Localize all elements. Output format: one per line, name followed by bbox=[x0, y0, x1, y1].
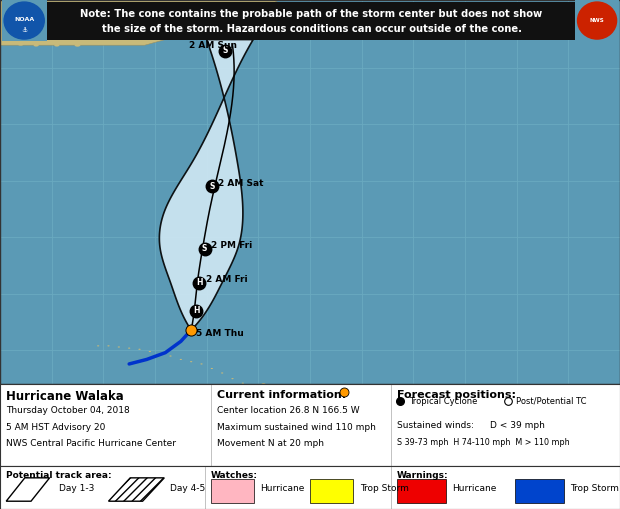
Polygon shape bbox=[159, 40, 253, 330]
Text: Note: The cone contains the probable path of the storm center but does not show
: Note: The cone contains the probable pat… bbox=[81, 9, 542, 34]
Text: 2 PM Fri: 2 PM Fri bbox=[211, 241, 252, 250]
Text: Forecast positions:: Forecast positions: bbox=[397, 390, 516, 400]
Ellipse shape bbox=[177, 22, 185, 26]
Text: S: S bbox=[202, 244, 207, 253]
Ellipse shape bbox=[136, 35, 143, 38]
FancyBboxPatch shape bbox=[211, 478, 254, 502]
Ellipse shape bbox=[290, 397, 295, 400]
Text: 2 AM Sat: 2 AM Sat bbox=[218, 179, 264, 188]
Ellipse shape bbox=[180, 359, 182, 360]
Ellipse shape bbox=[95, 41, 101, 44]
Text: Maximum sustained wind 110 mph: Maximum sustained wind 110 mph bbox=[217, 422, 376, 432]
Polygon shape bbox=[108, 478, 164, 501]
Ellipse shape bbox=[156, 27, 164, 32]
Ellipse shape bbox=[118, 347, 120, 348]
Text: S 39-73 mph  H 74-110 mph  M > 110 mph: S 39-73 mph H 74-110 mph M > 110 mph bbox=[397, 438, 569, 447]
FancyBboxPatch shape bbox=[515, 478, 564, 502]
Text: Trop Storm: Trop Storm bbox=[570, 484, 619, 493]
Ellipse shape bbox=[116, 38, 122, 41]
Ellipse shape bbox=[107, 345, 110, 347]
Circle shape bbox=[578, 2, 616, 39]
Ellipse shape bbox=[190, 361, 192, 362]
Ellipse shape bbox=[299, 409, 311, 416]
Ellipse shape bbox=[211, 368, 213, 369]
Ellipse shape bbox=[149, 351, 151, 352]
Text: Day 1-3: Day 1-3 bbox=[59, 484, 94, 493]
FancyBboxPatch shape bbox=[397, 478, 446, 502]
Text: H: H bbox=[196, 278, 203, 287]
Text: Day 4-5: Day 4-5 bbox=[170, 484, 206, 493]
Text: Post/Potential TC: Post/Potential TC bbox=[516, 397, 587, 406]
Ellipse shape bbox=[159, 353, 161, 354]
Text: Movement N at 20 mph: Movement N at 20 mph bbox=[217, 439, 324, 448]
Ellipse shape bbox=[276, 387, 280, 390]
Ellipse shape bbox=[33, 44, 39, 46]
Text: 5 AM HST Advisory 20: 5 AM HST Advisory 20 bbox=[6, 422, 105, 432]
Ellipse shape bbox=[74, 44, 81, 47]
Ellipse shape bbox=[128, 348, 130, 349]
Text: Warnings:: Warnings: bbox=[397, 471, 448, 480]
FancyBboxPatch shape bbox=[310, 478, 353, 502]
Ellipse shape bbox=[97, 345, 99, 347]
Text: Center location 26.8 N 166.5 W: Center location 26.8 N 166.5 W bbox=[217, 406, 360, 415]
Text: S: S bbox=[209, 182, 215, 191]
Ellipse shape bbox=[288, 393, 291, 395]
Circle shape bbox=[4, 2, 44, 39]
Text: Hurricane Walaka: Hurricane Walaka bbox=[6, 390, 124, 403]
Text: 2 AM Fri: 2 AM Fri bbox=[206, 275, 247, 284]
Text: ⚓: ⚓ bbox=[21, 26, 27, 33]
Text: Tropical Cyclone: Tropical Cyclone bbox=[409, 397, 477, 406]
Text: Hurricane: Hurricane bbox=[453, 484, 497, 493]
Ellipse shape bbox=[221, 373, 223, 374]
Text: Current information:: Current information: bbox=[217, 390, 346, 400]
Text: Hurricane: Hurricane bbox=[260, 484, 305, 493]
Ellipse shape bbox=[242, 383, 244, 384]
Ellipse shape bbox=[17, 42, 24, 46]
Ellipse shape bbox=[252, 386, 254, 387]
Text: NOAA: NOAA bbox=[14, 17, 34, 22]
Text: Watches:: Watches: bbox=[211, 471, 258, 480]
Text: H: H bbox=[193, 306, 200, 316]
Text: D < 39 mph: D < 39 mph bbox=[490, 421, 545, 430]
Ellipse shape bbox=[138, 349, 141, 350]
Ellipse shape bbox=[54, 44, 60, 46]
Text: Sustained winds:: Sustained winds: bbox=[397, 421, 474, 430]
Ellipse shape bbox=[262, 383, 265, 385]
Ellipse shape bbox=[169, 355, 172, 357]
Text: 5 AM Thu: 5 AM Thu bbox=[197, 329, 244, 338]
Polygon shape bbox=[0, 0, 620, 45]
Text: NWS: NWS bbox=[590, 18, 604, 23]
Polygon shape bbox=[6, 478, 50, 501]
Ellipse shape bbox=[200, 363, 203, 364]
Text: S: S bbox=[223, 46, 228, 55]
Text: 2 AM Sun: 2 AM Sun bbox=[189, 41, 237, 50]
Text: Potential track area:: Potential track area: bbox=[6, 471, 112, 480]
Text: Thursday October 04, 2018: Thursday October 04, 2018 bbox=[6, 406, 130, 415]
Text: NWS Central Pacific Hurricane Center: NWS Central Pacific Hurricane Center bbox=[6, 439, 176, 448]
Text: Trop Storm: Trop Storm bbox=[360, 484, 409, 493]
Ellipse shape bbox=[278, 389, 282, 391]
Ellipse shape bbox=[231, 378, 234, 379]
Ellipse shape bbox=[197, 20, 206, 25]
